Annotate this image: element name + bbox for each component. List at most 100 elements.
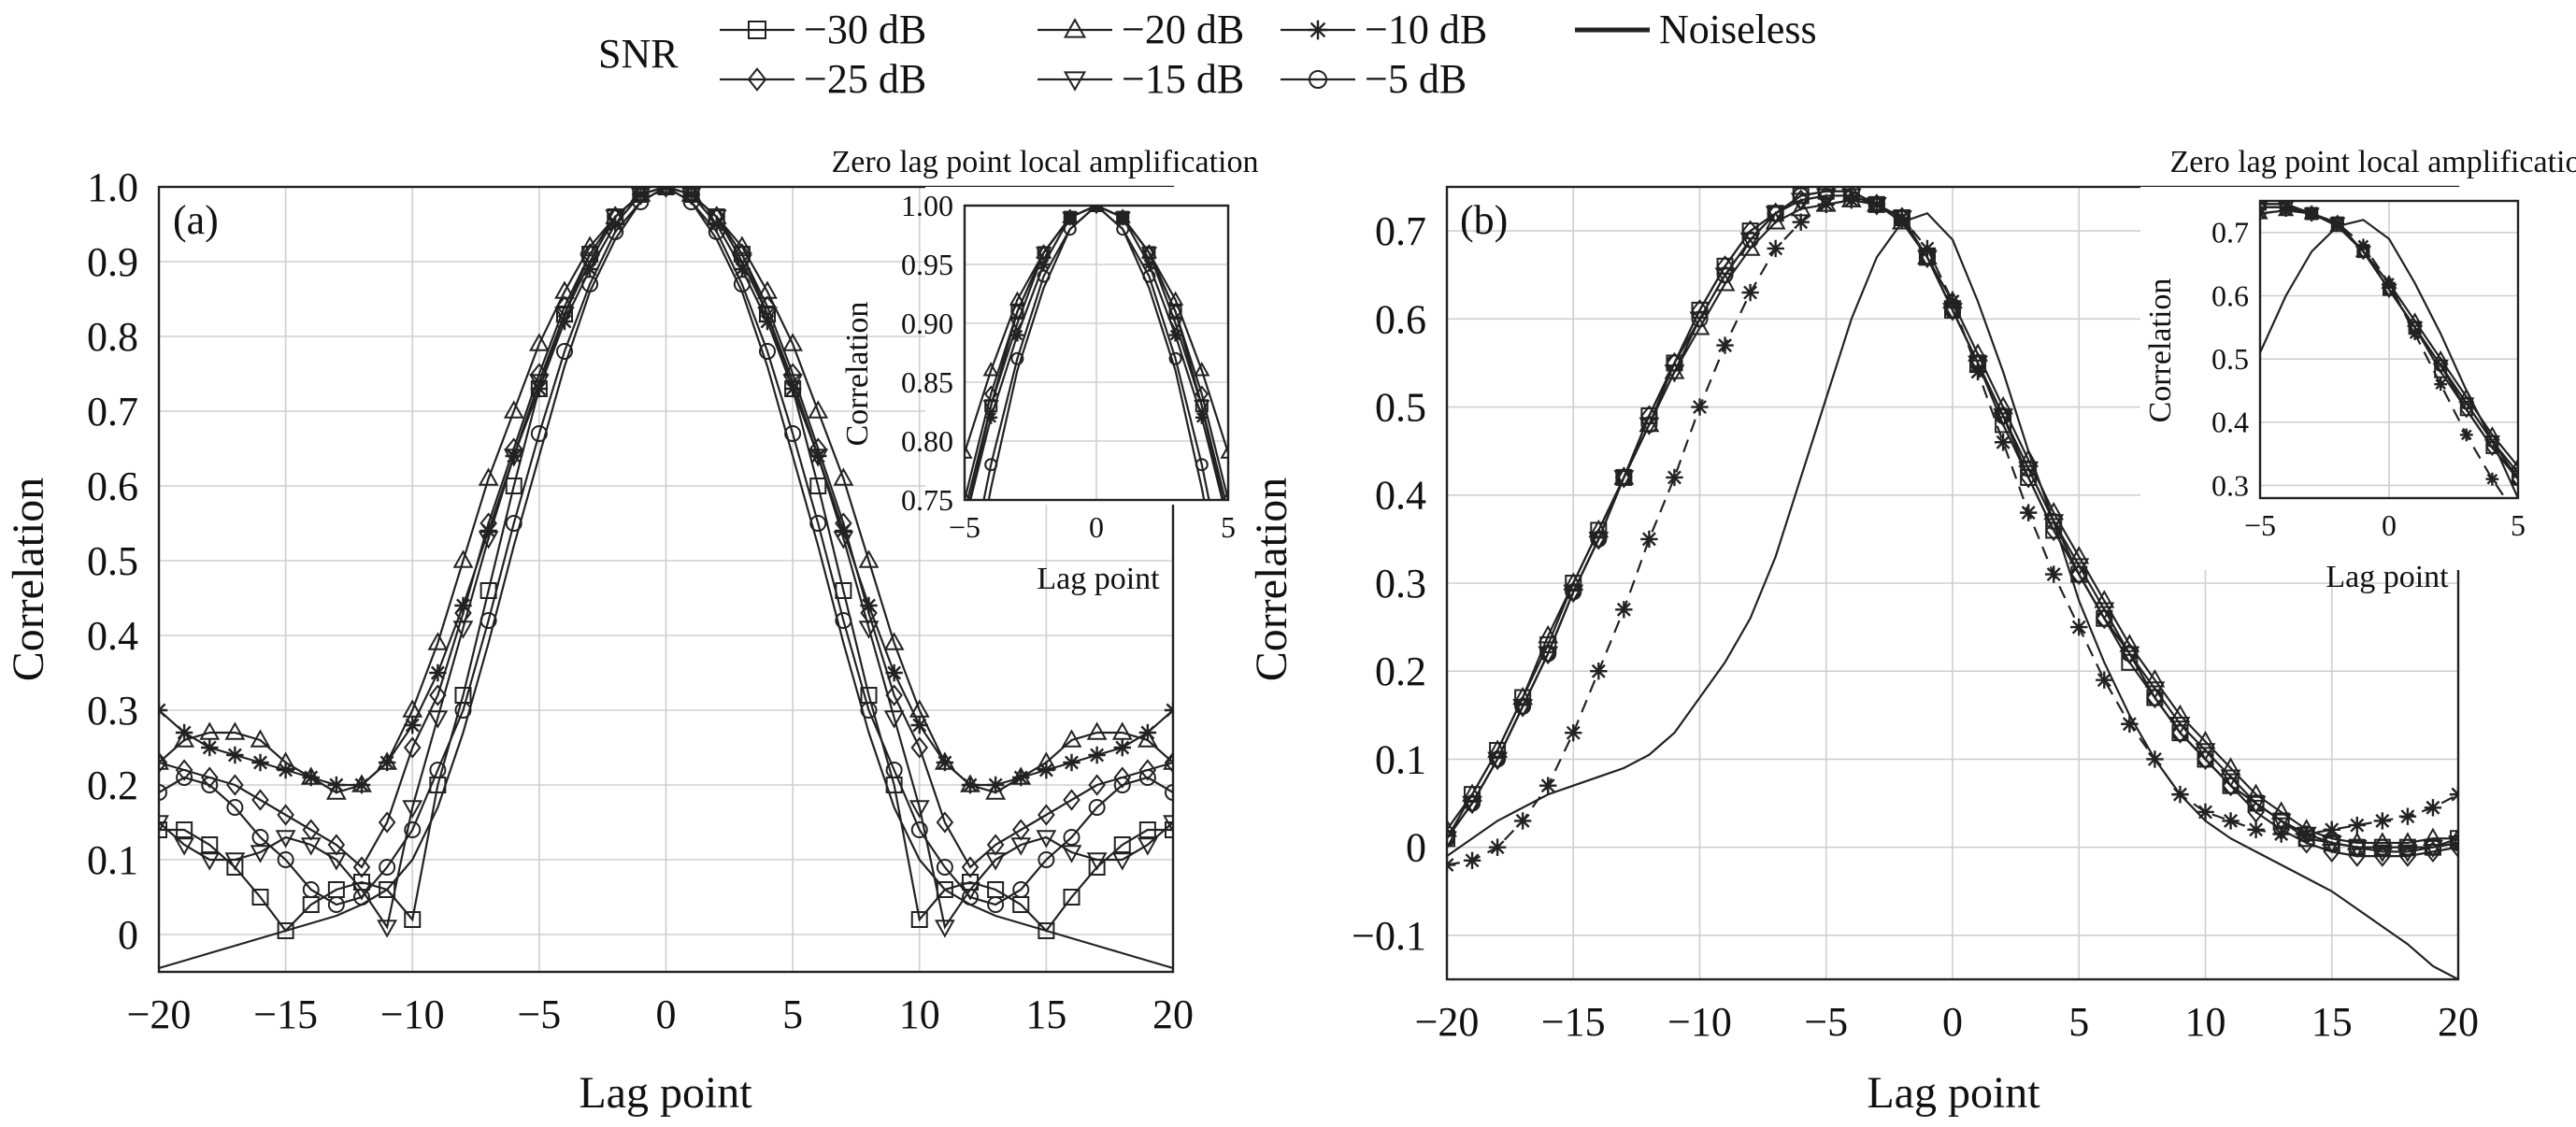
panel-b-label: (b) <box>1460 197 1508 243</box>
panel-a-inset-marker-minus20-db <box>1220 444 1228 459</box>
legend-label-minus20-db: −20 dB <box>1122 7 1244 52</box>
panel-b-marker-minus5-db <box>1691 310 1709 328</box>
panel-a-marker-minus10-db <box>1038 761 1055 779</box>
panel-a-marker-minus10-db <box>1138 723 1157 742</box>
panel-b-x-tick-label: 5 <box>2068 999 2089 1045</box>
panel-b-marker-minus10-db <box>1817 195 1835 214</box>
panel-a-marker-minus15-db <box>199 852 221 871</box>
panel-b-marker-minus10-db <box>1691 398 1709 416</box>
panel-b-inset-series <box>2260 201 2518 498</box>
legend-entry-minus25-db: −25 dB <box>720 56 926 102</box>
panel-a-marker-minus5-db <box>556 343 573 360</box>
panel-b-marker-minus5-db <box>2121 645 2139 663</box>
panel-b-line-minus10-db <box>1447 199 2458 866</box>
panel-a-inset-y-tick-label: 1.00 <box>901 189 953 222</box>
panel-b-y-tick-label: 0.4 <box>1375 473 1426 519</box>
panel-a-marker-minus20-db <box>1086 721 1108 740</box>
panel-a-marker-minus15-db <box>1163 815 1173 834</box>
legend-entry-minus15-db: −15 dB <box>1038 56 1244 102</box>
panel-a-inset-marker-minus5-db <box>1090 206 1103 212</box>
panel-b-marker-minus10-db <box>2373 812 2392 830</box>
legend-marker-minus25-db <box>747 67 767 92</box>
panel-a-y-tick-label: 0.7 <box>87 389 138 435</box>
panel-a-series-minus10-db <box>159 187 1173 794</box>
panel-a-marker-minus5-db <box>454 702 472 719</box>
panel-b-inset-marker-minus5-db <box>2485 435 2499 449</box>
panel-a-inset-line-noiseless <box>987 206 1206 500</box>
panel-b-inset-line-minus5-db <box>2260 203 2518 480</box>
panel-b-inset-series-noiseless <box>2260 219 2518 498</box>
panel-b-marker-minus5-db <box>2272 812 2290 830</box>
panel-a-marker-minus5-db <box>682 193 700 210</box>
panel-a-x-tick-label: 0 <box>656 991 677 1037</box>
panel-a-marker-minus10-db <box>327 776 346 794</box>
panel-b-series-minus5-db <box>1447 187 2458 856</box>
panel-a-marker-minus20-db <box>174 729 195 748</box>
panel-b-inset-marker-minus10-db <box>2434 378 2448 392</box>
panel-a-marker-minus5-db <box>657 187 675 195</box>
panel-a-inset-marker-minus5-db <box>1116 222 1130 236</box>
panel-b-marker-minus10-db <box>1513 812 1532 830</box>
panel-b-marker-minus10-db <box>1741 283 1759 302</box>
panel-b-y-tick-label: 0.7 <box>1375 208 1426 254</box>
panel-b-marker-minus15-db <box>1512 699 1534 718</box>
panel-b-marker-minus5-db <box>2297 825 2315 843</box>
panel-b-inset-title: Zero lag point local amplification <box>2170 145 2576 179</box>
panel-a-marker-minus5-db <box>201 777 219 793</box>
panel-b-marker-minus5-db <box>2197 750 2214 768</box>
panel-b-inset-marker-minus10-db <box>2485 472 2499 486</box>
panel-a-marker-minus10-db <box>479 521 497 540</box>
panel-a-marker-minus20-db <box>580 235 601 254</box>
panel-b-marker-minus15-db <box>1563 584 1584 604</box>
panel-b-marker-minus10-db <box>1615 601 1633 619</box>
panel-a-marker-minus10-db <box>961 776 980 794</box>
panel-b-marker-minus10-db <box>2272 825 2290 843</box>
panel-b-marker-minus10-db <box>1565 723 1582 742</box>
panel-a-y-tick-label: 0.4 <box>87 613 138 659</box>
panel-b-chart: −0.1 0 0.1 0.2 0.3 0.4 0.5 0.6 0.7 −20 −15 −10 −5 0 5… <box>1247 145 2576 1118</box>
panel-b-plot-area <box>1447 187 2458 979</box>
panel-a-marker-minus25-db <box>1063 789 1080 811</box>
panel-a-marker-minus20-db <box>159 751 169 770</box>
panel-b-marker-minus10-db <box>2323 820 2340 839</box>
panel-a-marker-minus15-db <box>402 800 423 819</box>
panel-b-inset-y-tick-label: 0.3 <box>2211 468 2249 502</box>
panel-b-marker-minus15-db <box>1588 532 1610 550</box>
panel-b-inset-marker-minus20-db <box>2510 457 2518 473</box>
panel-a-inset-marker-minus15-db <box>1035 247 1052 262</box>
panel-a-inset-marker-minus5-db <box>1168 351 1182 365</box>
panel-b-marker-minus15-db <box>1765 206 1786 224</box>
panel-b-inset-marker-minus10-db <box>2459 428 2473 442</box>
panel-a-inset-line-minus15-db <box>966 206 1227 500</box>
legend-entry-minus30-db: −30 dB <box>720 7 926 52</box>
panel-a-marker-minus5-db <box>1088 799 1106 816</box>
panel-b-marker-minus15-db <box>2043 514 2065 533</box>
panel-b-marker-minus5-db <box>2222 777 2240 794</box>
panel-a-inset-line-minus5-db <box>982 206 1210 500</box>
panel-b-marker-minus20-db <box>2423 827 2443 847</box>
panel-a-marker-minus15-db <box>452 621 474 639</box>
panel-a-x-tick-labels: −20 −15 −10 −5 0 5 10 15 20 <box>127 991 1194 1037</box>
panel-b-marker-minus20-db <box>2220 757 2241 776</box>
legend-marker-minus15-db <box>1063 71 1087 92</box>
panel-b-marker-minus5-db <box>1640 416 1658 434</box>
panel-a-marker-minus30-db <box>201 836 219 853</box>
panel-a-marker-minus20-db <box>250 729 271 748</box>
panel-a-marker-minus10-db <box>251 753 269 772</box>
panel-b-marker-minus15-db <box>1968 355 1988 375</box>
panel-a-marker-minus5-db <box>1165 784 1173 801</box>
panel-b-inset-marker-minus5-db <box>2279 201 2293 211</box>
panel-a-marker-minus30-db <box>505 478 522 494</box>
panel-a-marker-minus20-db <box>528 333 550 351</box>
panel-b-inset-bg <box>2140 187 2533 570</box>
legend-marker-minus10-db <box>1308 20 1328 40</box>
panel-b-series <box>1447 187 2458 979</box>
panel-a-x-tick-label: 15 <box>1025 991 1066 1037</box>
panel-a-marker-minus5-db <box>632 193 650 210</box>
panel-a-marker-minus20-db <box>731 235 752 254</box>
panel-a-y-axis-label: Correlation <box>4 478 53 682</box>
panel-a-marker-minus15-db <box>224 852 246 871</box>
panel-b-marker-minus20-db <box>1664 361 1685 379</box>
panel-a-marker-minus20-db <box>782 333 804 351</box>
panel-a-marker-minus10-db <box>1012 768 1030 787</box>
